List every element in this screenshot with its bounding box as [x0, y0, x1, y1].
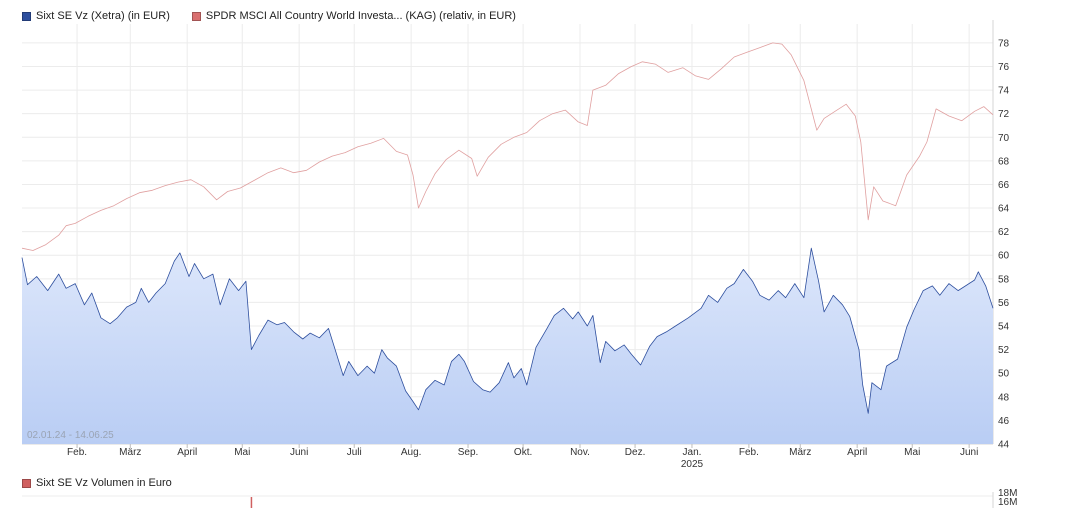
- x-tick-label: April: [177, 447, 197, 458]
- y-tick-label: 76: [998, 62, 1010, 73]
- y-tick-label: 62: [998, 227, 1010, 238]
- legend-label-spdr: SPDR MSCI All Country World Investa... (…: [205, 10, 516, 22]
- x-tick-label: Mai: [904, 447, 920, 458]
- y-tick-label: 72: [998, 109, 1010, 120]
- y-tick-label: 52: [998, 345, 1010, 356]
- x-tick-label: Nov.: [570, 447, 590, 458]
- x-tick-label: Okt.: [514, 447, 532, 458]
- volume-y-tick-label: 16M: [998, 497, 1017, 508]
- volume-legend[interactable]: Sixt SE Vz Volumen in Euro: [22, 477, 172, 489]
- y-tick-label: 48: [998, 392, 1010, 403]
- sixt-series-line[interactable]: [21, 247, 994, 414]
- y-tick-label: 58: [998, 274, 1010, 285]
- x-tick-label: Feb.: [67, 447, 87, 458]
- y-axis: 44 46 48 50 52 54 56 58 60 62 64 66 68 70 72 74 76 78: [998, 38, 1010, 450]
- spdr-series-line[interactable]: [21, 42, 994, 251]
- legend-item-sixt[interactable]: Sixt SE Vz (Xetra) (in EUR): [22, 10, 170, 22]
- legend-swatch-volume: [22, 478, 31, 488]
- y-tick-label: 44: [998, 440, 1010, 451]
- x-tick-label: Jan.: [683, 447, 702, 458]
- x-tick-label: Dez.: [625, 447, 646, 458]
- x-tick-label: Juni: [290, 447, 308, 458]
- y-tick-label: 50: [998, 369, 1010, 380]
- y-tick-label: 70: [998, 133, 1010, 144]
- x-tick-label: Mai: [234, 447, 250, 458]
- x-year-label: 2025: [681, 459, 704, 470]
- y-tick-label: 68: [998, 156, 1010, 167]
- y-tick-label: 64: [998, 204, 1010, 215]
- legend-item-spdr[interactable]: SPDR MSCI All Country World Investa... (…: [191, 10, 516, 22]
- x-tick-label: Juli: [347, 447, 362, 458]
- x-tick-label: Feb.: [739, 447, 759, 458]
- legend-swatch-sixt: [22, 11, 31, 21]
- y-tick-label: 60: [998, 251, 1010, 262]
- x-tick-label: März: [789, 447, 811, 458]
- x-tick-label: Sep.: [458, 447, 479, 458]
- volume-y-tick-label: 18M: [998, 488, 1017, 499]
- y-tick-label: 66: [998, 180, 1010, 191]
- y-tick-label: 46: [998, 416, 1010, 427]
- y-tick-label: 56: [998, 298, 1010, 309]
- x-tick-label: März: [119, 447, 141, 458]
- x-tick-label: April: [847, 447, 867, 458]
- x-tick-label: Aug.: [401, 447, 422, 458]
- y-tick-label: 54: [998, 322, 1010, 333]
- x-axis: Feb. März April Mai Juni Juli Aug. Sep. Okt. Nov.…: [67, 444, 978, 470]
- y-tick-label: 78: [998, 38, 1010, 49]
- sixt-area-fill: [22, 248, 993, 444]
- y-tick-label: 74: [998, 86, 1010, 97]
- date-range-label: 02.01.24 - 14.06.25: [27, 430, 114, 441]
- series-layer: [21, 42, 994, 444]
- legend-swatch-spdr: [191, 11, 201, 21]
- chart-legend: Sixt SE Vz (Xetra) (in EUR) SPDR MSCI Al…: [22, 10, 538, 22]
- x-tick-label: Juni: [960, 447, 978, 458]
- volume-legend-label: Sixt SE Vz Volumen in Euro: [36, 477, 172, 489]
- legend-label-sixt: Sixt SE Vz (Xetra) (in EUR): [36, 10, 170, 22]
